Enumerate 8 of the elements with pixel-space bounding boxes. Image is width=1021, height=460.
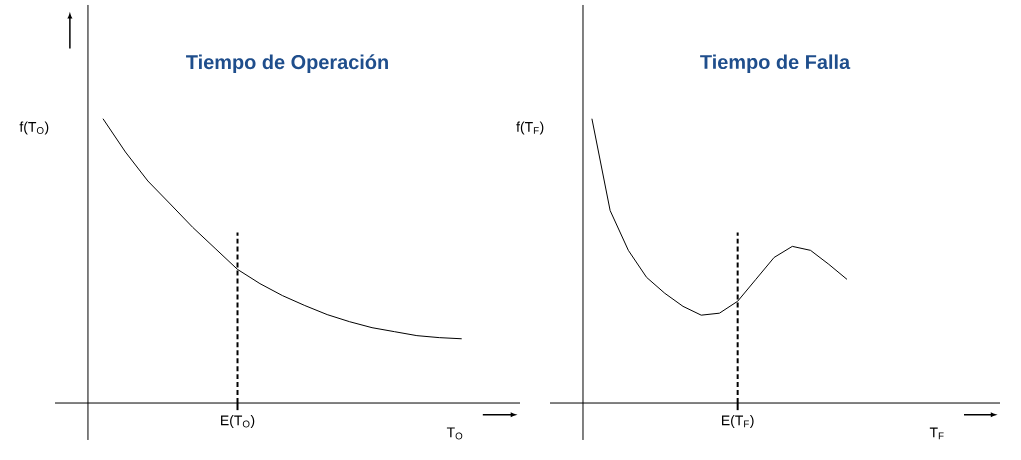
chart-title: Tiempo de Falla — [700, 54, 851, 73]
x-axis-title: T$_{F}$ — [929, 427, 944, 440]
text: E(T$_{O}$) — [221, 415, 255, 429]
chart-title: Tiempo de Operación — [186, 54, 388, 74]
y-axis-title: f(T$_{O}$) — [19, 121, 49, 135]
y-axis-title: f(T$_{F}$) — [516, 121, 544, 135]
x-axis-title: T$_{O}$ — [446, 427, 463, 440]
text: E(T$_{F}$) — [722, 415, 754, 429]
